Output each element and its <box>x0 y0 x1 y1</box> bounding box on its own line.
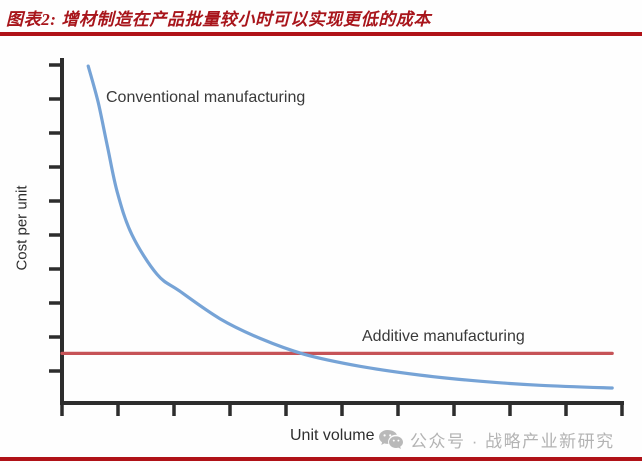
y-axis-label: Cost per unit <box>13 185 31 271</box>
conventional-series-line <box>86 64 614 390</box>
additive-series-label: Additive manufacturing <box>362 328 525 345</box>
title-underline-rule <box>0 32 642 36</box>
watermark-text: 公众号 · 战略产业新研究 <box>410 432 615 451</box>
wechat-icon <box>378 429 404 451</box>
conventional-series-label: Conventional manufacturing <box>106 89 306 106</box>
bottom-rule <box>0 457 642 461</box>
figure-title: 图表2: 增材制造在产品批量较小时可以实现更低的成本 <box>6 10 432 29</box>
x-axis-label: Unit volume <box>290 427 375 444</box>
watermark: 公众号 · 战略产业新研究 <box>378 427 615 452</box>
